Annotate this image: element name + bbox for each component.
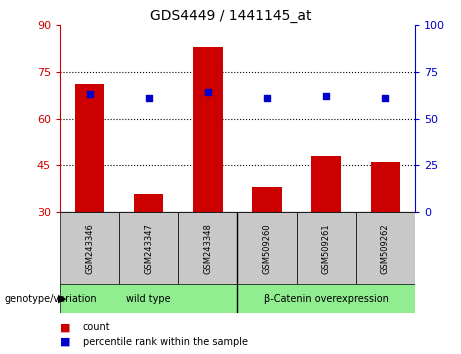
Text: GSM509261: GSM509261 (322, 223, 331, 274)
Text: percentile rank within the sample: percentile rank within the sample (83, 337, 248, 347)
Text: wild type: wild type (126, 294, 171, 304)
Text: count: count (83, 322, 111, 332)
Bar (356, 212, 415, 285)
Bar (296, 212, 356, 285)
Point (145, 95, 152, 101)
Bar (311, 156, 341, 212)
Bar (60, 212, 119, 285)
Point (322, 93, 330, 99)
Bar (119, 212, 178, 285)
Point (204, 90, 212, 95)
Text: GSM243347: GSM243347 (144, 223, 153, 274)
Text: genotype/variation: genotype/variation (5, 294, 97, 304)
Text: ▶: ▶ (58, 294, 66, 304)
Text: GSM509260: GSM509260 (262, 223, 272, 274)
Bar (237, 284, 415, 313)
Point (86, 91, 93, 97)
Text: β-Catenin overexpression: β-Catenin overexpression (264, 294, 389, 304)
Bar (60, 284, 237, 313)
Point (263, 95, 271, 101)
Text: GSM243346: GSM243346 (85, 223, 94, 274)
Bar (193, 47, 223, 212)
Text: GDS4449 / 1441145_at: GDS4449 / 1441145_at (150, 9, 311, 23)
Bar (371, 162, 400, 212)
Bar (252, 187, 282, 212)
Bar (237, 212, 296, 285)
Text: GSM243348: GSM243348 (203, 223, 213, 274)
Text: ■: ■ (60, 337, 71, 347)
Text: GSM509262: GSM509262 (381, 223, 390, 274)
Text: ■: ■ (60, 322, 71, 332)
Bar (178, 212, 237, 285)
Point (382, 95, 389, 101)
Bar (134, 194, 164, 212)
Bar (75, 84, 104, 212)
